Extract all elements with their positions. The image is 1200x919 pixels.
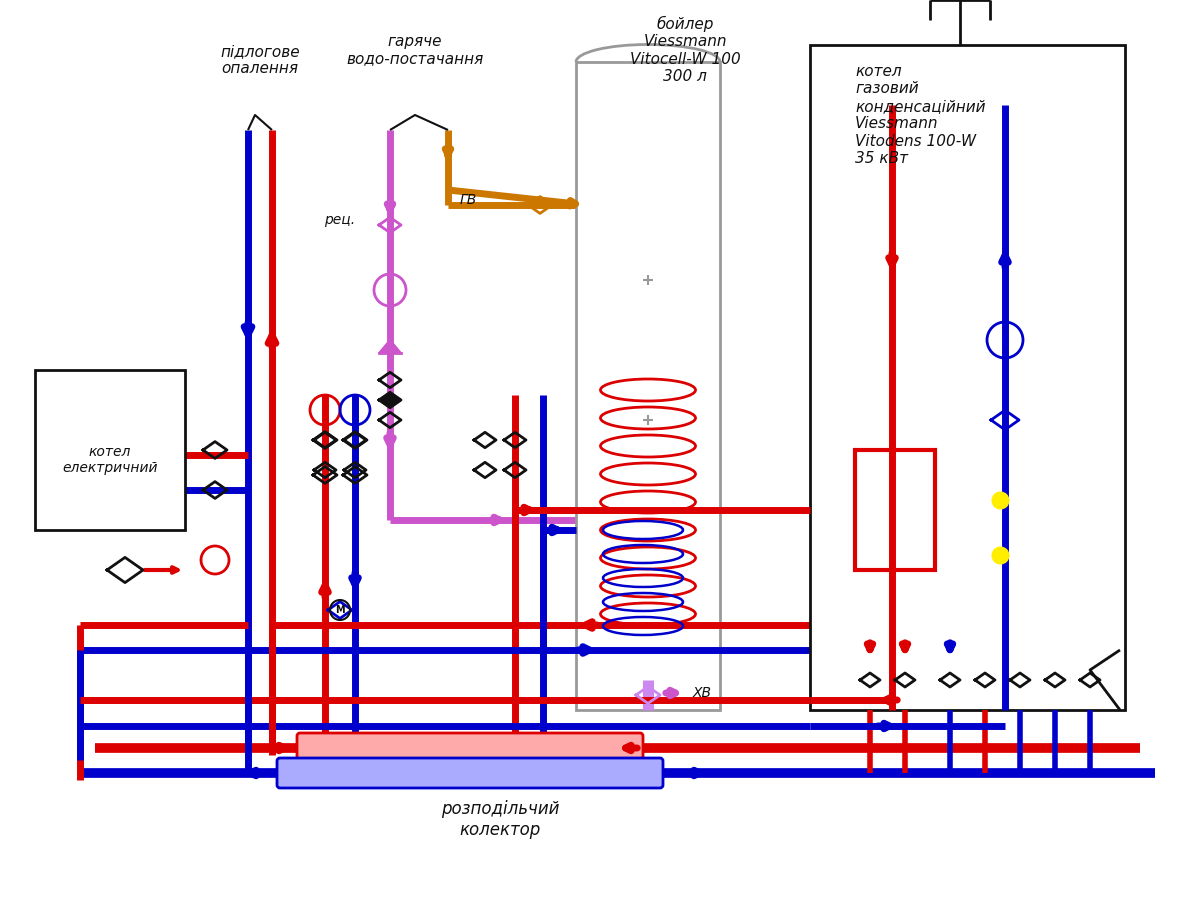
Polygon shape — [379, 392, 401, 408]
Text: ГВ: ГВ — [460, 193, 478, 207]
Text: рец.: рец. — [324, 213, 355, 227]
Bar — [854, 450, 935, 570]
FancyBboxPatch shape — [277, 758, 662, 788]
Bar — [35, 370, 185, 530]
Text: бойлер
Viessmann
Vitocell-W 100
300 л: бойлер Viessmann Vitocell-W 100 300 л — [630, 16, 740, 85]
Polygon shape — [379, 339, 401, 353]
Text: ХВ: ХВ — [694, 686, 712, 700]
Text: гаряче
водо-постачання: гаряче водо-постачання — [347, 34, 484, 66]
FancyBboxPatch shape — [298, 733, 643, 763]
Text: M: M — [335, 605, 344, 615]
Text: котел
газовий
конденсаційний
Viessmann
Vitodens 100-W
35 кВт: котел газовий конденсаційний Viessmann V… — [854, 64, 985, 166]
Text: котел
електричний: котел електричний — [62, 445, 157, 475]
Text: підлогове
опалення: підлогове опалення — [220, 44, 300, 76]
Bar — [576, 62, 720, 710]
Bar — [810, 45, 1126, 710]
Text: розподільчий
колектор: розподільчий колектор — [440, 800, 559, 839]
